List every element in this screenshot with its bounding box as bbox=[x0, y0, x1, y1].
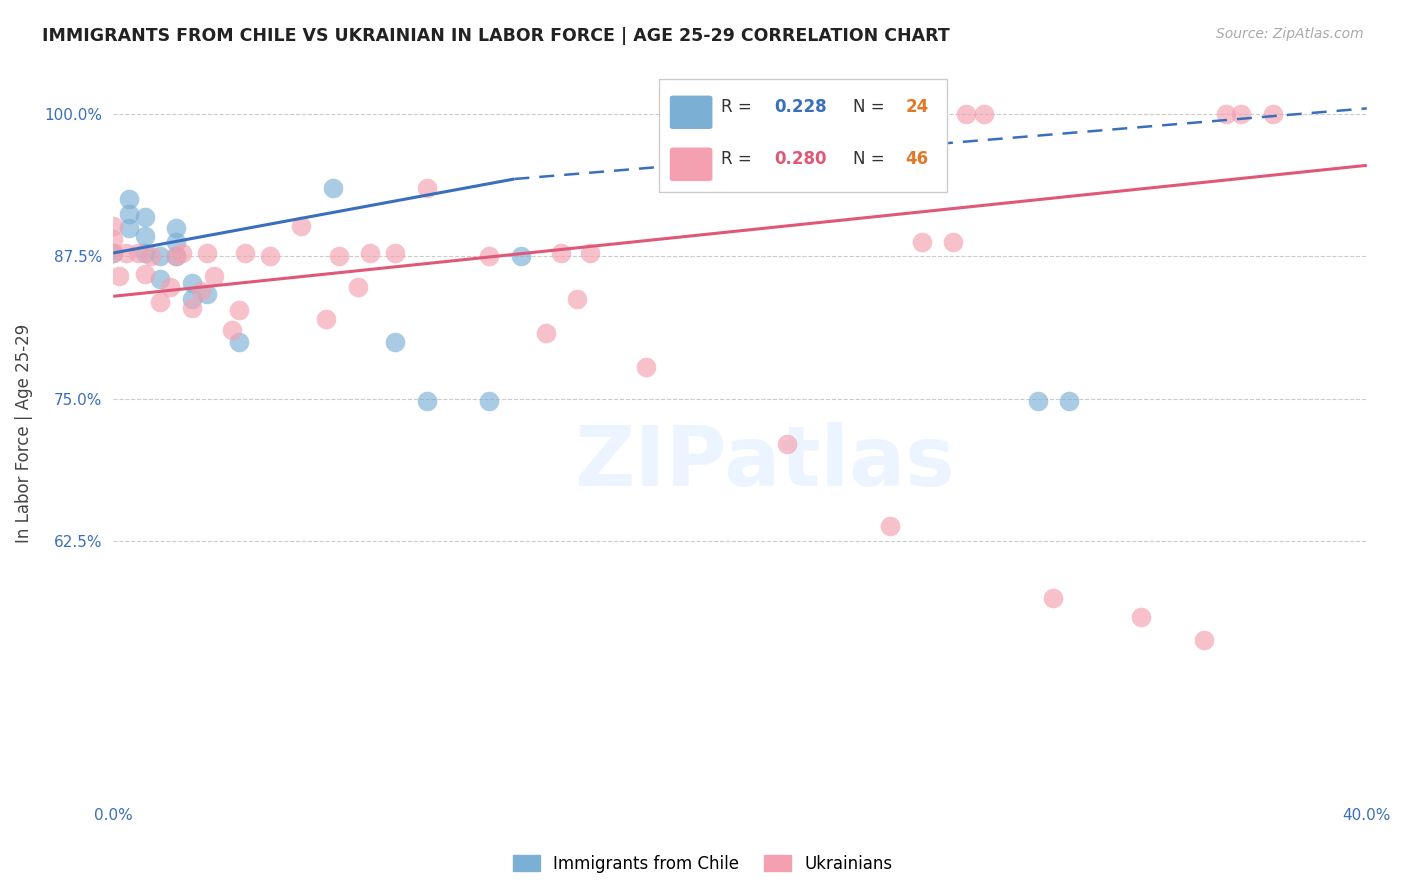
Text: 46: 46 bbox=[905, 150, 928, 168]
Point bbox=[165, 249, 187, 263]
Text: R =: R = bbox=[721, 97, 758, 116]
Point bbox=[478, 394, 501, 409]
Point bbox=[1192, 633, 1215, 648]
Point bbox=[578, 246, 600, 260]
Point bbox=[315, 312, 337, 326]
Point bbox=[202, 268, 225, 283]
Point bbox=[384, 334, 406, 349]
Point bbox=[1042, 591, 1064, 605]
Point bbox=[776, 437, 799, 451]
Point bbox=[228, 302, 250, 317]
Point bbox=[195, 287, 218, 301]
Point bbox=[322, 181, 344, 195]
Point bbox=[149, 249, 172, 263]
Text: 24: 24 bbox=[905, 97, 929, 116]
Text: IMMIGRANTS FROM CHILE VS UKRAINIAN IN LABOR FORCE | AGE 25-29 CORRELATION CHART: IMMIGRANTS FROM CHILE VS UKRAINIAN IN LA… bbox=[42, 27, 950, 45]
FancyBboxPatch shape bbox=[658, 79, 946, 193]
Point bbox=[415, 394, 437, 409]
Point bbox=[103, 246, 125, 260]
Text: N =: N = bbox=[853, 97, 890, 116]
Text: ZIPatlas: ZIPatlas bbox=[575, 422, 956, 502]
Point bbox=[165, 221, 187, 235]
Point bbox=[172, 246, 194, 260]
Point bbox=[1230, 107, 1253, 121]
Point bbox=[228, 334, 250, 349]
Point bbox=[165, 235, 187, 249]
Text: Source: ZipAtlas.com: Source: ZipAtlas.com bbox=[1216, 27, 1364, 41]
Point bbox=[118, 193, 141, 207]
Point bbox=[103, 246, 125, 260]
Point bbox=[180, 276, 202, 290]
Y-axis label: In Labor Force | Age 25-29: In Labor Force | Age 25-29 bbox=[15, 323, 32, 542]
Point bbox=[973, 107, 995, 121]
Point bbox=[103, 219, 125, 233]
Point bbox=[233, 246, 256, 260]
Point bbox=[346, 280, 368, 294]
Point bbox=[259, 249, 281, 263]
Point bbox=[478, 249, 501, 263]
Point bbox=[1215, 107, 1237, 121]
Text: N =: N = bbox=[853, 150, 890, 168]
Point bbox=[134, 246, 156, 260]
Point bbox=[134, 210, 156, 224]
Point bbox=[290, 219, 312, 233]
Point bbox=[180, 301, 202, 315]
Point bbox=[149, 295, 172, 310]
Point bbox=[114, 246, 136, 260]
Point bbox=[159, 280, 181, 294]
FancyBboxPatch shape bbox=[669, 95, 713, 129]
Point bbox=[534, 326, 557, 340]
Point bbox=[550, 246, 572, 260]
Text: 0.228: 0.228 bbox=[773, 97, 827, 116]
Point bbox=[195, 246, 218, 260]
Point bbox=[127, 246, 149, 260]
FancyBboxPatch shape bbox=[669, 147, 713, 181]
Point bbox=[1261, 107, 1284, 121]
Legend: Immigrants from Chile, Ukrainians: Immigrants from Chile, Ukrainians bbox=[506, 848, 900, 880]
Point bbox=[190, 284, 212, 298]
Point bbox=[221, 323, 243, 337]
Point bbox=[634, 359, 657, 374]
Point bbox=[328, 249, 350, 263]
Text: R =: R = bbox=[721, 150, 758, 168]
Point bbox=[1057, 394, 1080, 409]
Point bbox=[792, 107, 814, 121]
Point bbox=[879, 519, 901, 533]
Point bbox=[415, 181, 437, 195]
Point bbox=[103, 232, 125, 246]
Point bbox=[108, 268, 131, 283]
Point bbox=[384, 246, 406, 260]
Point bbox=[139, 249, 162, 263]
Point bbox=[134, 267, 156, 281]
Point bbox=[180, 292, 202, 306]
Point bbox=[149, 272, 172, 286]
Point bbox=[509, 249, 531, 263]
Point bbox=[911, 235, 934, 249]
Point bbox=[359, 246, 381, 260]
Point bbox=[942, 235, 965, 249]
Point bbox=[118, 221, 141, 235]
Point bbox=[1026, 394, 1049, 409]
Point bbox=[1130, 610, 1153, 624]
Point bbox=[118, 207, 141, 221]
Point bbox=[807, 107, 830, 121]
Point bbox=[165, 249, 187, 263]
Point bbox=[134, 228, 156, 243]
Text: 0.280: 0.280 bbox=[773, 150, 827, 168]
Point bbox=[955, 107, 977, 121]
Point bbox=[565, 292, 588, 306]
